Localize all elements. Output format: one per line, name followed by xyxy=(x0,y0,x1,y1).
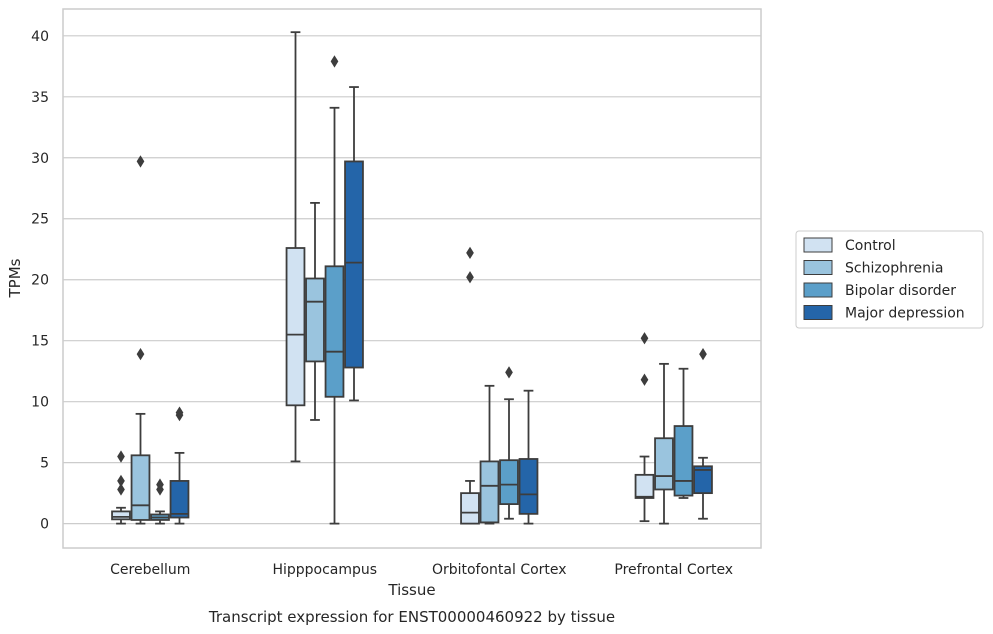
outlier-point xyxy=(136,347,145,361)
outlier-point xyxy=(466,271,474,284)
outlier-point xyxy=(117,483,125,496)
chart-caption: Transcript expression for ENST0000046092… xyxy=(208,608,615,626)
y-tick-label: 40 xyxy=(31,29,49,45)
y-tick-labels: 0 5 10 15 20 25 30 35 40 xyxy=(31,29,49,533)
legend-entry-label: Bipolar disorder xyxy=(845,283,956,299)
legend-swatch xyxy=(803,260,833,275)
legend-entry-label: Control xyxy=(845,238,896,254)
outlier-point xyxy=(156,478,164,491)
outlier-point xyxy=(505,366,513,379)
legend-swatch xyxy=(803,282,833,298)
box-group xyxy=(460,246,480,525)
legend: Control Schizophrenia Bipolar disorder Majo… xyxy=(795,230,984,329)
box-group xyxy=(499,366,519,520)
box-group xyxy=(693,347,713,520)
box-group xyxy=(285,31,306,463)
y-tick-label: 20 xyxy=(31,273,49,289)
outlier-point xyxy=(699,347,707,361)
x-tick-label: Hipppocampus xyxy=(272,562,377,578)
box-iqr xyxy=(518,458,539,515)
box-iqr xyxy=(344,160,364,369)
box-group xyxy=(654,362,674,525)
box-iqr xyxy=(634,473,655,499)
box-group xyxy=(518,389,539,525)
x-axis-label: Tissue xyxy=(387,581,435,599)
box-iqr xyxy=(285,247,306,407)
box-groups xyxy=(111,31,713,525)
legend-swatch xyxy=(803,305,833,320)
box-group xyxy=(673,367,694,499)
box-group xyxy=(305,201,325,421)
box-iqr xyxy=(673,425,694,497)
y-tick-label: 35 xyxy=(31,90,49,106)
x-tick-label: Cerebellum xyxy=(110,562,190,578)
legend-swatch xyxy=(803,237,833,253)
box-iqr xyxy=(305,277,325,363)
legend-frame xyxy=(795,230,984,329)
box-group xyxy=(130,155,151,525)
outlier-point xyxy=(640,373,649,386)
y-tick-label: 5 xyxy=(40,456,49,472)
box-iqr xyxy=(169,480,190,519)
legend-entry-label: Schizophrenia xyxy=(845,261,943,277)
y-tick-label: 10 xyxy=(31,395,49,411)
x-tick-label: Orbitofontal Cortex xyxy=(432,562,567,578)
outlier-point xyxy=(330,55,339,68)
y-tick-label: 0 xyxy=(40,517,49,533)
outlier-point xyxy=(640,332,649,345)
plot-frame xyxy=(62,8,762,549)
box-group xyxy=(479,384,500,525)
box-iqr xyxy=(693,465,713,495)
box-iqr xyxy=(324,265,345,398)
box-group xyxy=(150,478,170,525)
legend-entry-label: Major depression xyxy=(845,306,965,322)
box-iqr xyxy=(460,492,480,525)
y-axis-label: TPMs xyxy=(6,258,24,298)
outlier-point xyxy=(117,450,125,463)
y-tick-label: 25 xyxy=(31,212,49,228)
box-group xyxy=(111,450,131,525)
x-tick-labels: Cerebellum Hipppocampus Orbitofontal Corte… xyxy=(110,562,733,578)
x-tick-label: Prefrontal Cortex xyxy=(614,562,733,578)
box-iqr xyxy=(111,510,131,521)
box-group xyxy=(634,332,655,523)
box-group xyxy=(344,86,364,402)
box-iqr xyxy=(130,454,151,521)
box-group xyxy=(324,55,345,525)
outlier-point xyxy=(117,474,125,488)
outlier-point xyxy=(136,155,145,168)
outlier-point xyxy=(175,406,184,419)
box-group xyxy=(169,406,190,525)
outlier-point xyxy=(466,246,474,260)
y-tick-label: 30 xyxy=(31,151,49,167)
box-iqr xyxy=(499,459,519,505)
box-iqr xyxy=(479,460,500,524)
y-tick-label: 15 xyxy=(31,334,49,350)
box-iqr xyxy=(654,437,674,491)
